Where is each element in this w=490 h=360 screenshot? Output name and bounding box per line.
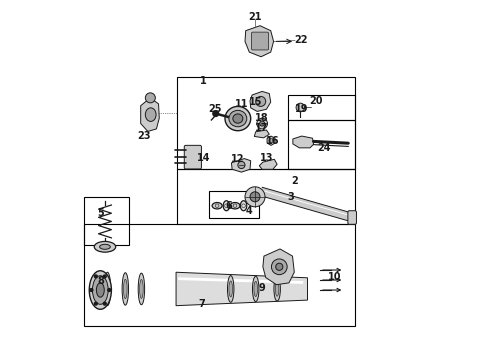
- Circle shape: [95, 275, 98, 278]
- Bar: [83, 197, 129, 245]
- Circle shape: [103, 275, 106, 278]
- Text: 6: 6: [225, 201, 232, 211]
- Ellipse shape: [106, 279, 109, 299]
- Circle shape: [250, 192, 260, 202]
- Text: 25: 25: [208, 104, 221, 114]
- Bar: [177, 77, 355, 169]
- Ellipse shape: [233, 114, 243, 123]
- Text: 18: 18: [255, 113, 269, 123]
- Text: 16: 16: [266, 136, 280, 147]
- Polygon shape: [260, 187, 353, 222]
- Circle shape: [271, 259, 287, 275]
- Polygon shape: [141, 98, 159, 131]
- Ellipse shape: [229, 281, 232, 297]
- Circle shape: [257, 118, 268, 129]
- Ellipse shape: [223, 201, 230, 211]
- Ellipse shape: [274, 277, 280, 301]
- Ellipse shape: [275, 282, 279, 296]
- Text: 8: 8: [97, 276, 104, 286]
- Text: 7: 7: [198, 299, 205, 309]
- Ellipse shape: [123, 279, 127, 299]
- Ellipse shape: [104, 272, 111, 306]
- Bar: [83, 224, 355, 327]
- Ellipse shape: [99, 244, 110, 249]
- Ellipse shape: [212, 203, 222, 209]
- Circle shape: [108, 289, 111, 292]
- Text: 12: 12: [231, 154, 245, 164]
- Text: 17: 17: [255, 123, 269, 133]
- Text: 9: 9: [259, 283, 266, 293]
- Ellipse shape: [94, 242, 116, 252]
- Ellipse shape: [254, 282, 258, 297]
- Polygon shape: [254, 130, 270, 138]
- Circle shape: [296, 103, 305, 112]
- Ellipse shape: [138, 273, 145, 305]
- Text: 5: 5: [97, 208, 104, 218]
- Ellipse shape: [229, 111, 247, 127]
- Text: 3: 3: [287, 192, 294, 202]
- Text: 2: 2: [292, 176, 298, 186]
- Ellipse shape: [146, 108, 156, 121]
- Ellipse shape: [241, 201, 247, 211]
- Circle shape: [146, 93, 155, 103]
- Text: 10: 10: [327, 272, 341, 282]
- Bar: [288, 120, 355, 169]
- FancyBboxPatch shape: [184, 145, 201, 169]
- Polygon shape: [245, 26, 273, 57]
- Polygon shape: [293, 136, 314, 148]
- Text: 24: 24: [317, 143, 330, 153]
- Text: 14: 14: [197, 153, 211, 163]
- Circle shape: [238, 161, 245, 168]
- FancyBboxPatch shape: [251, 32, 269, 50]
- Text: 23: 23: [138, 131, 151, 141]
- Ellipse shape: [93, 276, 108, 304]
- Polygon shape: [263, 249, 294, 285]
- Ellipse shape: [227, 276, 234, 302]
- Polygon shape: [231, 158, 251, 172]
- Text: 19: 19: [295, 104, 309, 113]
- Text: 20: 20: [310, 96, 323, 106]
- Text: 13: 13: [260, 153, 273, 163]
- Circle shape: [260, 121, 265, 126]
- FancyBboxPatch shape: [348, 211, 356, 224]
- Circle shape: [90, 289, 93, 292]
- Text: 15: 15: [249, 97, 263, 107]
- Polygon shape: [250, 91, 270, 111]
- Ellipse shape: [140, 279, 143, 298]
- Bar: [288, 95, 355, 120]
- Circle shape: [276, 263, 283, 270]
- Text: 1: 1: [199, 76, 206, 86]
- Ellipse shape: [252, 276, 259, 302]
- Polygon shape: [176, 272, 308, 306]
- Bar: [209, 192, 259, 218]
- Text: 22: 22: [294, 35, 308, 45]
- Bar: [177, 169, 355, 224]
- Circle shape: [95, 302, 98, 305]
- Circle shape: [256, 96, 266, 107]
- Circle shape: [213, 111, 219, 116]
- Ellipse shape: [97, 283, 104, 297]
- Ellipse shape: [122, 273, 128, 305]
- Circle shape: [245, 187, 265, 207]
- Ellipse shape: [89, 271, 111, 309]
- Circle shape: [103, 302, 106, 305]
- Ellipse shape: [230, 203, 240, 209]
- Text: 11: 11: [235, 99, 249, 109]
- Text: 21: 21: [248, 12, 262, 22]
- Text: 4: 4: [245, 206, 252, 216]
- Ellipse shape: [225, 107, 251, 131]
- Polygon shape: [259, 159, 277, 169]
- Circle shape: [269, 139, 273, 143]
